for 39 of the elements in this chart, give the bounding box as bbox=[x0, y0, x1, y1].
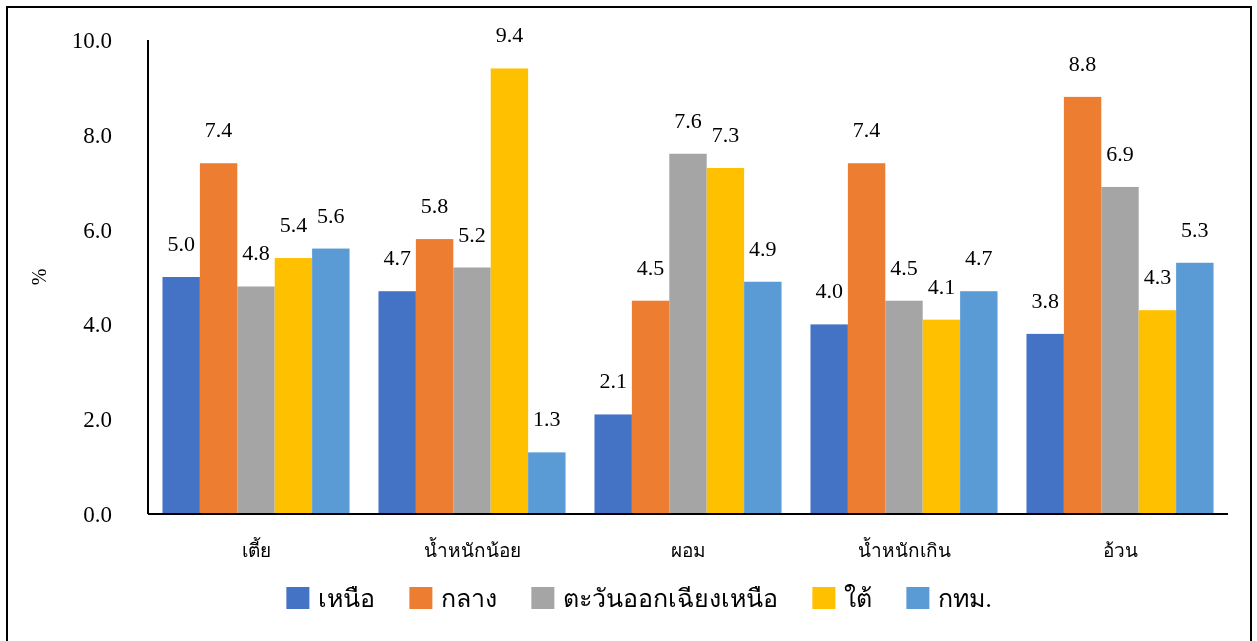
data-label: 8.8 bbox=[1068, 50, 1097, 76]
legend-label: กลาง bbox=[441, 584, 498, 612]
data-label: 5.3 bbox=[1181, 216, 1209, 242]
data-label: 1.3 bbox=[533, 406, 561, 432]
legend-label: ตะวันออกเฉียงเหนือ bbox=[563, 584, 779, 612]
data-label: 4.7 bbox=[383, 245, 411, 271]
y-tick-label: 2.0 bbox=[83, 407, 112, 433]
data-label: 9.4 bbox=[495, 22, 524, 48]
legend-label: เหนือ bbox=[318, 584, 376, 612]
data-label: 2.1 bbox=[599, 368, 627, 394]
data-label: 3.8 bbox=[1031, 287, 1059, 313]
x-tick-label: อ้วน bbox=[1102, 540, 1138, 561]
data-label: 4.7 bbox=[965, 245, 993, 271]
data-label: 5.8 bbox=[420, 193, 449, 219]
data-label: 4.5 bbox=[636, 254, 665, 280]
data-label: 7.4 bbox=[852, 117, 881, 143]
y-tick-label: 8.0 bbox=[83, 122, 112, 148]
data-label: 4.0 bbox=[815, 278, 843, 304]
data-label: 5.2 bbox=[458, 221, 486, 247]
data-label: 5.4 bbox=[279, 212, 308, 238]
data-label: 7.6 bbox=[674, 107, 702, 133]
data-label: 6.9 bbox=[1106, 140, 1134, 166]
legend-label: ใต้ bbox=[844, 584, 873, 612]
data-label: 4.1 bbox=[927, 273, 956, 299]
data-label: 4.3 bbox=[1143, 264, 1172, 290]
data-label: 7.4 bbox=[204, 117, 233, 143]
data-label: 4.9 bbox=[749, 235, 777, 261]
y-tick-label: 4.0 bbox=[83, 312, 112, 338]
data-label: 7.3 bbox=[711, 122, 740, 147]
data-label: 4.8 bbox=[242, 240, 270, 266]
x-tick-label: ผอม bbox=[670, 540, 706, 561]
data-label: 4.5 bbox=[890, 254, 918, 280]
y-tick-label: 10.0 bbox=[71, 28, 112, 54]
y-axis-title: % bbox=[28, 268, 50, 286]
data-label: 5.6 bbox=[317, 202, 345, 228]
legend-label: กทม. bbox=[938, 584, 992, 612]
y-tick-label: 6.0 bbox=[83, 217, 112, 243]
data-label: 5.0 bbox=[167, 231, 195, 256]
y-tick-label: 0.0 bbox=[83, 502, 112, 528]
